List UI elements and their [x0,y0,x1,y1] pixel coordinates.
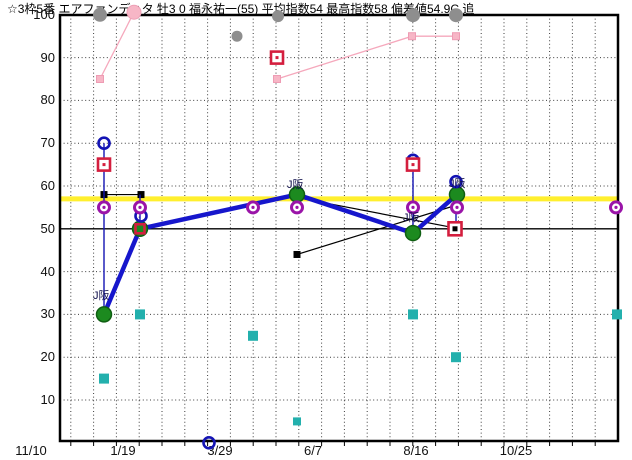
red-square-dot [275,56,279,60]
y-axis-label: 90 [40,49,55,65]
teal-square-point [293,417,301,426]
primary-index-point [95,306,113,323]
purple-ring-dot [295,205,299,209]
red-square-dot [102,163,106,167]
venue-label: J阪 [403,210,420,224]
y-axis-label: 40 [40,263,55,279]
teal-square-point [451,352,461,363]
venue-label: J阪 [449,176,466,190]
gray-circle-point [231,30,243,42]
teal-square-point [612,309,622,320]
teal-square-point [408,309,418,320]
gray-circle-point [272,10,284,23]
black-square-point [293,250,301,258]
y-axis-label: 50 [40,220,55,236]
x-axis-label: 10/25 [499,443,533,458]
blue-circle-point [449,174,463,189]
red-square-dot [411,163,415,167]
primary-index-point [404,224,422,242]
teal-square-point [248,330,258,341]
red-square-dot [452,226,458,232]
x-axis-label: 1/19 [110,443,136,458]
gray-circle-point [449,8,463,23]
y-axis-label: 70 [40,135,55,151]
y-axis-label: 80 [40,92,55,108]
x-axis-label: 8/16 [403,443,429,458]
purple-ring-dot [614,205,618,209]
y-axis-label: 30 [40,306,55,322]
pink-square-point [452,32,460,41]
pink-index-line [99,11,135,80]
plot-frame [58,13,620,443]
y-axis-label: 10 [40,392,55,407]
purple-ring-dot [251,205,255,209]
chart-title: ☆3枠5番 エアファンディタ 牡3 0 福永祐一(55) 平均指数54 最高指数… [7,2,475,16]
black-index-line [296,204,457,256]
venue-label: J阪 [93,288,110,302]
blue-circle-point [97,136,111,150]
black-square-point [137,191,145,199]
purple-ring-dot [455,205,459,209]
venue-label: J阪 [287,177,304,191]
blue-circle-point [202,435,216,450]
purple-ring-dot [102,205,106,209]
gray-circle-point [406,8,420,23]
y-axis-label: 60 [40,178,55,193]
purple-ring-dot [138,205,142,209]
red-square-point [134,223,146,235]
x-axis-label: 6/7 [303,443,323,458]
teal-square-point [99,373,109,384]
pink-square-point [273,75,281,83]
purple-ring-dot [411,205,415,209]
y-axis-label: 20 [40,349,55,365]
pink-square-point [408,32,416,41]
pink-circle-point [126,4,142,20]
x-axis-label: 11/10 [15,443,47,458]
y-axis-label: 100 [33,6,55,22]
teal-square-point [135,309,145,320]
gray-circle-point [93,7,107,22]
pink-square-point [96,75,104,83]
